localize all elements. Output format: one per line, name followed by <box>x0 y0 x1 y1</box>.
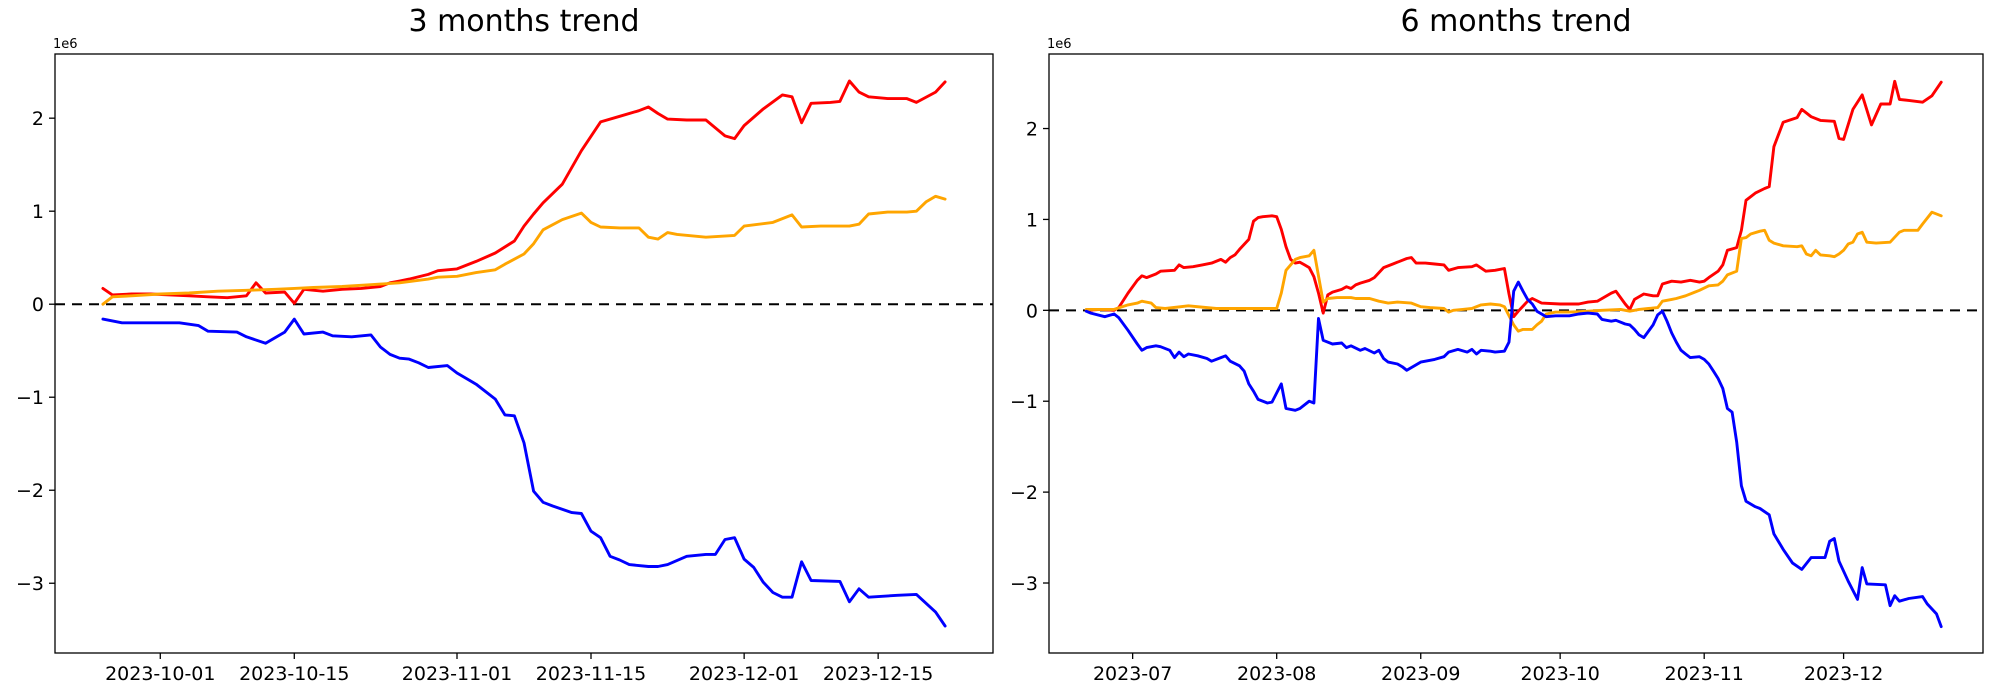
y-tick-label: −3 <box>1010 573 1038 595</box>
chart-6-months-trend: 6 months trend 2 1 0 −1 −2 −3 2023-07 2023-08 20… <box>1000 0 2000 700</box>
y-tick-label: 2 <box>32 108 44 130</box>
chart-canvas-3-months: 2 1 0 −1 −2 −3 2023-10-01 2023-10-15 2023-11-01 2… <box>16 37 994 685</box>
chart-title-6-months: 6 months trend <box>1400 4 1632 39</box>
series-line-orange <box>1084 210 1943 333</box>
x-tick-label: 2023-10-15 <box>239 663 349 685</box>
chart-3-months-trend: 3 months trend 2 1 0 −1 −2 −3 2023-10-01 2023-1… <box>16 4 994 685</box>
x-tick-label: 2023-12 <box>1804 663 1883 685</box>
y-tick-label: −2 <box>16 480 44 502</box>
y-tick-label: 1 <box>1026 209 1038 231</box>
x-tick-label: 2023-10 <box>1520 663 1599 685</box>
series-line-blue <box>1084 280 1943 629</box>
plot-border <box>54 53 994 654</box>
x-tick-label: 2023-11-15 <box>536 663 646 685</box>
series-line-blue <box>101 317 947 628</box>
x-tick-label: 2023-11-01 <box>402 663 512 685</box>
chart-canvas-6-months: 2 1 0 −1 −2 −3 2023-07 2023-08 2023-09 2023-10 202… <box>1010 37 1984 685</box>
x-tick-label: 2023-12-15 <box>823 663 933 685</box>
x-tick-label: 2023-09 <box>1381 663 1460 685</box>
x-tick-label: 2023-08 <box>1237 663 1316 685</box>
y-tick-label: −1 <box>1010 391 1038 413</box>
x-tick-label: 2023-11 <box>1664 663 1743 685</box>
series-line-orange <box>101 194 947 306</box>
y-tick-label: 2 <box>1026 119 1038 141</box>
chart-title-3-months: 3 months trend <box>408 4 640 39</box>
x-tick-label: 2023-07 <box>1093 663 1172 685</box>
plot-border <box>1048 53 1984 654</box>
y-tick-label: −3 <box>16 573 44 595</box>
x-tick-label: 2023-12-01 <box>689 663 799 685</box>
y-axis-offset-label: 1e6 <box>1047 37 1072 52</box>
x-tick-label: 2023-10-01 <box>105 663 215 685</box>
y-tick-label: −1 <box>16 387 44 409</box>
series-line-red <box>101 79 947 305</box>
y-tick-label: 1 <box>32 201 44 223</box>
y-tick-label: 0 <box>32 294 44 316</box>
y-tick-label: −2 <box>1010 482 1038 504</box>
series-line-red <box>1084 79 1943 319</box>
y-tick-label: 0 <box>1026 300 1038 322</box>
y-axis-offset-label: 1e6 <box>53 37 78 52</box>
